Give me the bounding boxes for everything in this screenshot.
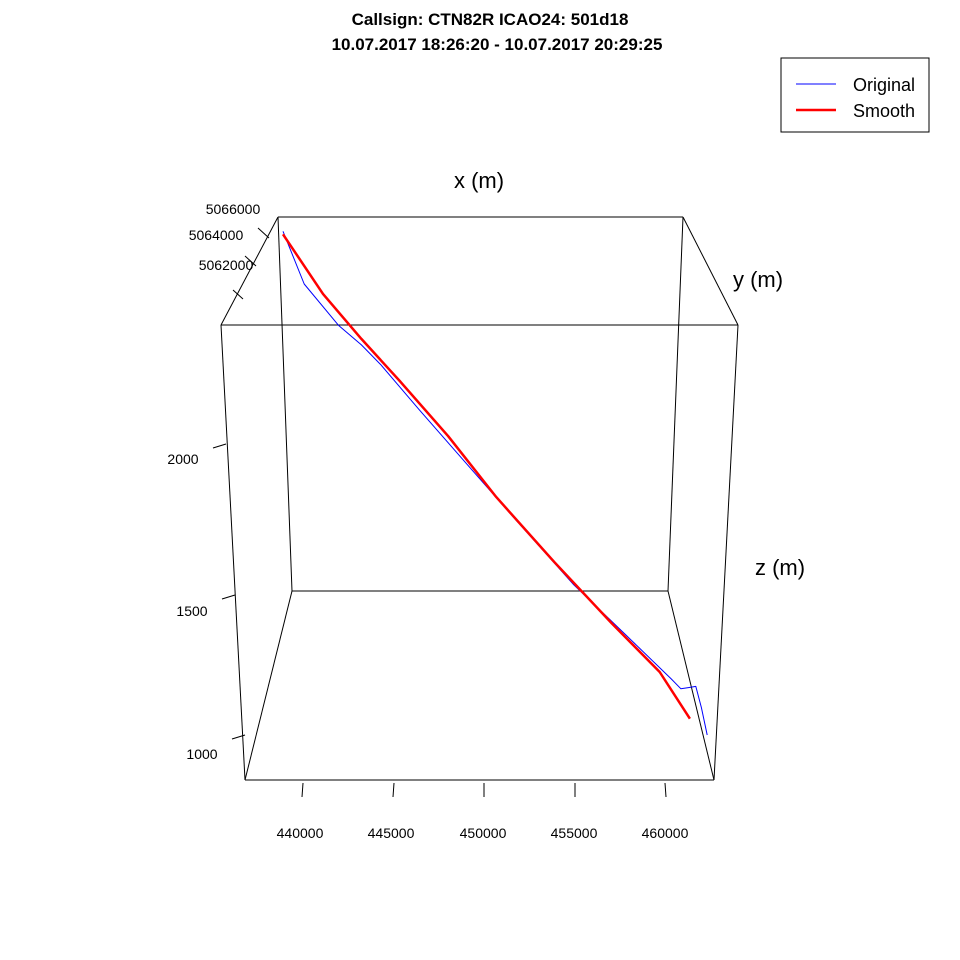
x-tick-mark xyxy=(664,782,667,798)
z-tick-label: 1000 xyxy=(186,746,217,762)
y-tick-label: 5066000 xyxy=(206,201,261,217)
x-axis: 440000 445000 450000 455000 460000 x (m) xyxy=(277,168,689,841)
z-tick-label: 2000 xyxy=(167,451,198,467)
y-tick-mark xyxy=(244,255,257,267)
x-tick-mark xyxy=(301,782,304,798)
x-axis-label: x (m) xyxy=(454,168,504,193)
y-tick-mark xyxy=(257,227,270,239)
box-edge-left-top xyxy=(220,216,279,326)
series-layer xyxy=(281,231,708,736)
x-tick-label: 450000 xyxy=(460,825,507,841)
z-tick-mark xyxy=(231,734,246,740)
y-tick-label: 5064000 xyxy=(189,227,244,243)
z-tick-mark xyxy=(212,443,227,449)
x-tick-label: 445000 xyxy=(368,825,415,841)
legend: Original Smooth xyxy=(780,57,930,133)
z-axis-label: z (m) xyxy=(755,555,805,580)
box-edge-back-left xyxy=(277,216,293,592)
box-edge-right-top xyxy=(682,216,739,326)
box-edge-front-left xyxy=(220,324,246,781)
legend-box xyxy=(780,57,930,133)
y-tick-label: 5062000 xyxy=(199,257,254,273)
x-tick-mark xyxy=(392,782,395,798)
box-edge-right-bottom xyxy=(667,590,715,781)
chart-subtitle: 10.07.2017 18:26:20 - 10.07.2017 20:29:2… xyxy=(332,35,663,54)
series-line-smooth xyxy=(281,233,691,720)
z-tick-label: 1500 xyxy=(176,603,207,619)
y-axis-label: y (m) xyxy=(733,267,783,292)
legend-label-smooth: Smooth xyxy=(853,101,915,121)
z-tick-mark xyxy=(221,594,236,600)
y-axis: 5062000 5064000 5066000 y (m) xyxy=(189,201,783,300)
x-tick-label: 440000 xyxy=(277,825,324,841)
legend-label-original: Original xyxy=(853,75,915,95)
series-line-original xyxy=(282,231,708,736)
chart-title: Callsign: CTN82R ICAO24: 501d18 xyxy=(352,10,629,29)
z-axis: 1000 1500 2000 z (m) xyxy=(167,443,805,762)
x-tick-label: 460000 xyxy=(642,825,689,841)
x-tick-label: 455000 xyxy=(551,825,598,841)
box-edge-left-bottom xyxy=(244,590,293,781)
plot-box xyxy=(220,216,739,781)
box-edge-front-right xyxy=(713,324,739,781)
y-tick-mark xyxy=(232,289,244,300)
box-edge-back-right xyxy=(667,216,684,592)
